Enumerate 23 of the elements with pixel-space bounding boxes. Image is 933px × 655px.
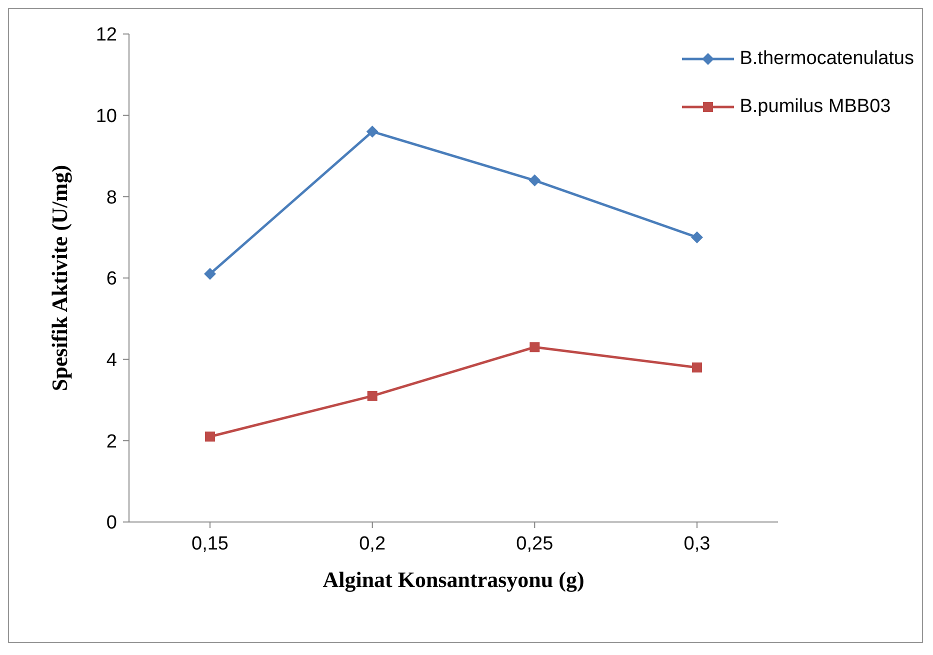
y-axis-title: Spesifik Aktivite (U/mg) bbox=[46, 164, 72, 392]
y-tick-label: 0 bbox=[106, 512, 117, 534]
y-tick-label: 8 bbox=[106, 187, 117, 208]
x-tick-label: 0,2 bbox=[359, 533, 386, 554]
point bbox=[205, 432, 215, 442]
x-tick-label: 0,25 bbox=[516, 533, 554, 554]
point bbox=[530, 342, 540, 352]
point bbox=[528, 174, 541, 186]
point bbox=[367, 390, 378, 401]
x-tick-label: 0,15 bbox=[192, 533, 228, 554]
x-axis-title: Alginat Konsantrasyonu (g) bbox=[322, 567, 584, 592]
point bbox=[691, 231, 703, 244]
point bbox=[204, 268, 216, 280]
x-tick-label: 0,3 bbox=[684, 533, 710, 554]
legend-label: B.pumilus MBB03 bbox=[740, 96, 891, 118]
y-tick-label: 12 bbox=[96, 24, 117, 46]
y-tick-label: 10 bbox=[96, 106, 117, 128]
point bbox=[366, 126, 378, 138]
y-tick-label: 6 bbox=[106, 268, 117, 290]
legend-label: B.thermocatenulatus bbox=[740, 48, 914, 70]
point bbox=[692, 362, 702, 372]
y-tick-label: 4 bbox=[106, 350, 118, 372]
y-tick-label: 2 bbox=[106, 431, 117, 452]
